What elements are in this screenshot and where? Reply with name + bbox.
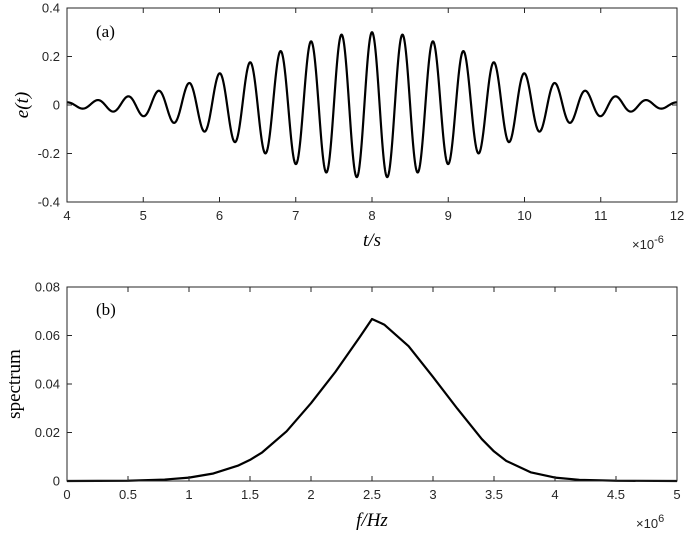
y-tick-label: 0.04 — [35, 377, 60, 392]
chart-b-panel-label: (b) — [96, 300, 116, 319]
chart-b-y-ticks: 0 0.02 0.04 0.06 0.08 — [35, 280, 677, 489]
chart-a-x-ticks: 4 5 6 7 8 9 10 11 12 — [63, 8, 684, 223]
x-tick-label: 7 — [292, 208, 299, 223]
chart-b-y-label: spectrum — [4, 349, 25, 419]
x-tick-label: 3.5 — [485, 487, 503, 502]
y-tick-label: 0.08 — [35, 280, 60, 295]
x-tick-label: 1 — [185, 487, 192, 502]
chart-b: 0 0.5 1 1.5 2 2.5 3 3.5 4 4.5 5 00.020.040.060.08 … — [4, 280, 681, 532]
y-tick-label: 0.02 — [35, 425, 60, 440]
x-tick-label: 3 — [429, 487, 436, 502]
chart-a-x-exponent: ×10-6 — [632, 234, 664, 252]
x-tick-label: 8 — [368, 208, 375, 223]
chart-b-x-ticks: 0 0.5 1 1.5 2 2.5 3 3.5 4 4.5 5 — [63, 287, 681, 502]
x-tick-label: 4.5 — [607, 487, 625, 502]
chart-a-signal-line — [66, 31, 678, 179]
y-tick-label: -0.2 — [38, 146, 60, 161]
x-tick-label: 4 — [63, 208, 70, 223]
y-tick-label: 0 — [53, 98, 60, 113]
chart-a: 4 5 6 7 8 9 10 11 12 -0.4 -0.2 0 0.2 0.4 (a) t/s e(t… — [12, 1, 684, 253]
x-tick-label: 12 — [670, 208, 684, 223]
chart-b-axes-box — [66, 286, 678, 482]
chart-b-x-exponent: ×106 — [636, 513, 664, 531]
chart-b-x-label: f/Hz — [356, 510, 388, 531]
chart-a-y-label: e(t) — [12, 92, 33, 118]
y-tick-label: -0.4 — [38, 195, 60, 210]
y-tick-label: 0.2 — [42, 49, 60, 64]
x-tick-label: 0 — [63, 487, 70, 502]
y-tick-label: 0 — [53, 474, 60, 489]
chart-a-panel-label: (a) — [96, 22, 115, 41]
x-tick-label: 9 — [445, 208, 452, 223]
x-tick-label: 0.5 — [119, 487, 137, 502]
chart-a-x-label: t/s — [363, 230, 381, 251]
x-tick-label: 2.5 — [363, 487, 381, 502]
y-tick-label: 0.4 — [42, 1, 60, 16]
x-tick-label: 6 — [216, 208, 223, 223]
chart-a-axes-box — [66, 7, 678, 203]
x-tick-label: 10 — [517, 208, 531, 223]
x-tick-label: 2 — [307, 487, 314, 502]
chart-b-spectrum-line — [66, 317, 678, 483]
y-tick-label: 0.06 — [35, 328, 60, 343]
x-tick-label: 4 — [551, 487, 558, 502]
x-tick-label: 11 — [594, 208, 608, 223]
chart-a-y-ticks: -0.4 -0.2 0 0.2 0.4 — [38, 1, 677, 210]
x-tick-label: 5 — [140, 208, 147, 223]
x-tick-label: 1.5 — [241, 487, 259, 502]
x-tick-label: 5 — [673, 487, 680, 502]
